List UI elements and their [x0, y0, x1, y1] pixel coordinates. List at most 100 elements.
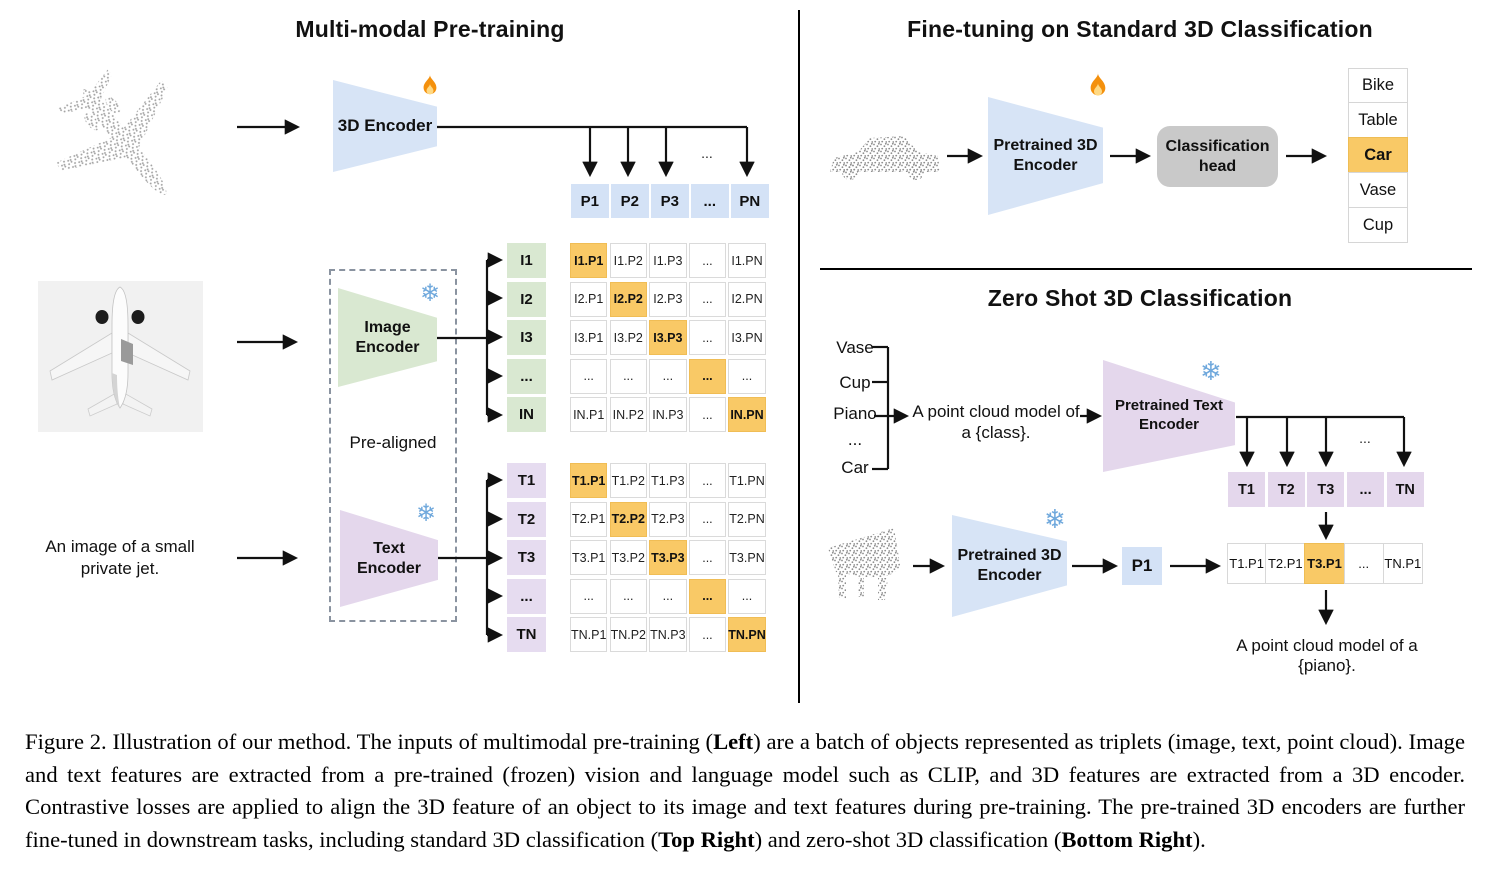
- text-similarity-cell-highlight: ...: [688, 578, 727, 614]
- snowflake-icon: ❄: [1200, 356, 1222, 386]
- text-similarity-cell: ...: [688, 501, 727, 537]
- pre-aligned-label: Pre-aligned: [349, 433, 437, 452]
- text-feature-cell: ...: [507, 578, 546, 614]
- image-similarity-cell: ...: [688, 397, 727, 433]
- text-similarity-cell: T3.PN: [728, 540, 766, 576]
- image-feature-cell: I2: [507, 281, 546, 317]
- image-encoder-label: Image Encoder: [355, 318, 420, 356]
- zeroshot-class-label: ...: [847, 430, 863, 449]
- text-feature-cell: T1: [507, 463, 546, 498]
- text-similarity-cell: ...: [728, 578, 766, 614]
- class-option-cell: Cup: [1348, 207, 1408, 243]
- caption-segment: Top Right: [658, 826, 755, 852]
- caption-segment: Left: [713, 729, 754, 754]
- text-feature-cell: T3: [507, 540, 546, 576]
- snowflake-icon: ❄: [416, 500, 437, 527]
- p-feature-cell: ...: [691, 184, 729, 218]
- prompt-line2: a {class}.: [961, 423, 1031, 442]
- caption-segment: ) are a batch of objects represented as …: [25, 729, 1465, 852]
- text-feature-column: T1 T2 T3... TN: [507, 463, 546, 653]
- image-similarity-matrix: I1.P1 I1.P2 I1.P3... I1.PN I2.P1 I2.P2 I2.P3..…: [570, 243, 766, 433]
- text-similarity-cell-highlight: TN.PN: [728, 617, 766, 653]
- text-similarity-cell-highlight: T1.P1: [570, 463, 608, 498]
- class-option-cell: Bike: [1348, 68, 1408, 103]
- tp-similarity-cell: TN.P1: [1382, 543, 1423, 584]
- text-similarity-cell: T2.PN: [728, 501, 766, 537]
- image-similarity-cell: I2.P3: [649, 281, 687, 317]
- t-feature-cell: T3: [1307, 472, 1345, 507]
- class-option-cell-highlight: Car: [1348, 137, 1408, 173]
- p-feature-cell: P2: [611, 184, 649, 218]
- tp-similarity-cell-highlight: T3.P1: [1304, 543, 1345, 584]
- zeroshot-title: Zero Shot 3D Classification: [987, 285, 1293, 311]
- text-similarity-cell: ...: [688, 463, 727, 498]
- t-feature-cell: TN: [1386, 472, 1424, 507]
- text-similarity-cell: ...: [688, 617, 727, 653]
- ellipsis: ...: [701, 145, 713, 161]
- fire-icon: [1090, 72, 1106, 96]
- text-input-caption: An image of a small private jet.: [45, 537, 195, 578]
- text-similarity-cell: TN.P3: [649, 617, 687, 653]
- image-similarity-cell: ...: [728, 358, 766, 394]
- image-similarity-cell: I3.P1: [570, 320, 608, 356]
- figure-caption: Figure 2. Illustration of our method. Th…: [25, 726, 1465, 856]
- image-similarity-cell: IN.P1: [570, 397, 608, 433]
- piano-point-cloud: [828, 528, 900, 600]
- text-similarity-cell: T2.P1: [570, 501, 608, 537]
- text-encoder-label: Text Encoder: [356, 539, 421, 577]
- image-similarity-cell-highlight: I2.P2: [609, 281, 647, 317]
- text-similarity-cell: T3.P2: [609, 540, 647, 576]
- tp-similarity-cell: ...: [1343, 543, 1384, 584]
- image-similarity-cell: ...: [570, 358, 608, 394]
- text-feature-cell: TN: [507, 617, 546, 653]
- car-point-cloud: [830, 136, 940, 180]
- 3d-encoder-label: 3D Encoder: [337, 116, 433, 136]
- image-similarity-cell: I2.PN: [728, 281, 766, 317]
- pretrained-3d-encoder-label: Pretrained 3D Encoder: [957, 547, 1062, 584]
- image-similarity-cell: I2.P1: [570, 281, 608, 317]
- zeroshot-class-label: Cup: [839, 373, 871, 392]
- text-similarity-cell: TN.P1: [570, 617, 608, 653]
- zeroshot-class-list: Vase Cup Piano... Car: [826, 330, 884, 483]
- image-similarity-cell-highlight: I3.P3: [649, 320, 687, 356]
- image-similarity-cell-highlight: IN.PN: [728, 397, 766, 433]
- airplane-point-cloud: [55, 69, 168, 195]
- p1-feature-cell: P1: [1122, 547, 1162, 585]
- text-similarity-cell: T3.P1: [570, 540, 608, 576]
- tp-similarity-cell: T2.P1: [1265, 543, 1306, 584]
- image-similarity-cell-highlight: I1.P1: [570, 243, 608, 278]
- image-similarity-cell: ...: [688, 243, 727, 278]
- snowflake-icon: ❄: [420, 280, 441, 307]
- text-similarity-cell: ...: [649, 578, 687, 614]
- t-feature-cell: T1: [1228, 472, 1265, 507]
- classification-head-label: Classification head: [1165, 137, 1270, 175]
- ellipsis: ...: [1359, 430, 1371, 446]
- class-option-cell: Vase: [1348, 172, 1408, 208]
- tp-similarity-row: T1.P1 T2.P1 T3.P1... TN.P1: [1227, 543, 1423, 584]
- prompt-text: A point cloud model of a {class}.: [910, 401, 1082, 443]
- image-feature-cell: I1: [507, 243, 546, 278]
- image-similarity-cell: ...: [688, 320, 727, 356]
- zeroshot-class-label: Piano: [833, 403, 877, 423]
- p-feature-cell: P1: [571, 184, 609, 218]
- zeroshot-class-label: Car: [841, 458, 869, 477]
- zeroshot-class-label: Vase: [836, 338, 874, 357]
- image-similarity-cell: I1.P2: [609, 243, 647, 278]
- text-similarity-cell: TN.P2: [609, 617, 647, 653]
- caption-segment: Figure 2. Illustration of our method. Th…: [25, 729, 714, 754]
- t-feature-cell: ...: [1347, 472, 1385, 507]
- image-similarity-cell: ...: [649, 358, 687, 394]
- image-similarity-cell: IN.P3: [649, 397, 687, 433]
- tp-similarity-cell: T1.P1: [1227, 543, 1267, 584]
- caption-segment: ) and zero-shot 3D classification (: [754, 826, 1062, 852]
- pretrained-3d-encoder-label: Pretrained 3D Encoder: [993, 137, 1098, 174]
- t-feature-row: T1 T2 T3... TN: [1228, 472, 1424, 507]
- prompt-line1: A point cloud model of: [912, 402, 1080, 421]
- fire-icon: [423, 73, 437, 95]
- caption-segment: ).: [1192, 826, 1206, 852]
- text-similarity-cell-highlight: T3.P3: [649, 540, 687, 576]
- p-feature-cell: P3: [651, 184, 689, 218]
- snowflake-icon: ❄: [1044, 504, 1066, 534]
- image-similarity-cell: I1.P3: [649, 243, 687, 278]
